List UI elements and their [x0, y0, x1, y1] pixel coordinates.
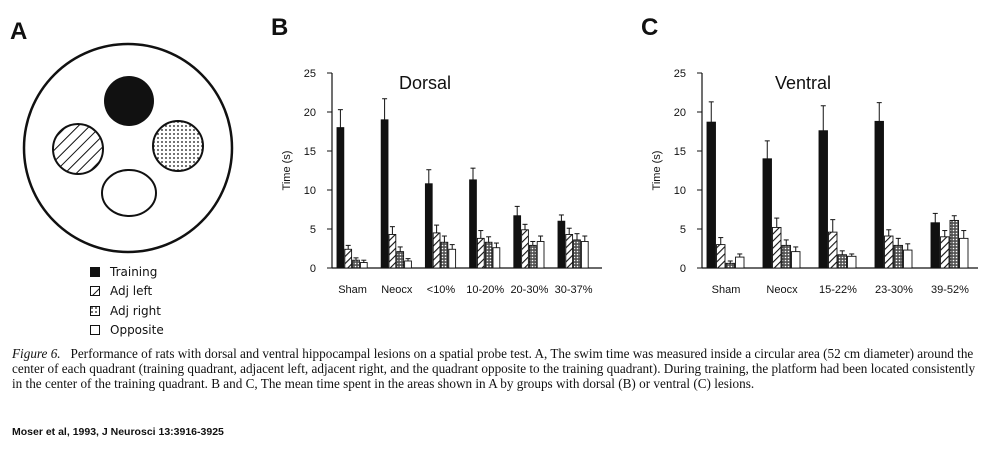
- bar-open: [735, 256, 745, 269]
- y-tick-label: 20: [674, 107, 686, 119]
- x-category-label: 30-37%: [555, 284, 593, 296]
- x-category-label: 23-30%: [875, 284, 913, 296]
- bar-open: [536, 241, 545, 269]
- bar-open: [448, 248, 457, 269]
- y-axis-label: Time (s): [281, 151, 293, 191]
- bar-hatch: [772, 226, 782, 269]
- adj-right-quadrant-zone: [152, 120, 204, 172]
- x-category-label: 15-22%: [819, 284, 857, 296]
- panel-label-a: A: [10, 18, 28, 45]
- bar-dots: [949, 219, 959, 269]
- bar-open: [404, 260, 412, 269]
- bar-hatch: [388, 234, 397, 269]
- bar-open: [791, 251, 801, 269]
- legend-label: Adj right: [110, 303, 161, 318]
- adj-right-swatch: [90, 305, 100, 316]
- legend-item: Training: [90, 262, 164, 282]
- x-category-label: Neocx: [381, 284, 413, 296]
- bar-solid: [930, 222, 940, 269]
- bar-dots: [781, 244, 791, 269]
- bar-hatch: [940, 236, 950, 269]
- pool-outline: [22, 42, 234, 254]
- bar-open: [580, 241, 589, 269]
- bar-hatch: [565, 234, 574, 269]
- bar-open: [492, 247, 501, 269]
- legend-item: Adj right: [90, 301, 164, 321]
- bar-hatch: [344, 248, 353, 269]
- bar-dots: [837, 254, 847, 269]
- bar-solid: [706, 121, 716, 269]
- bar-hatch: [521, 229, 529, 269]
- bar-solid: [874, 120, 884, 269]
- legend-item: Adj left: [90, 282, 164, 302]
- legend-label: Adj left: [110, 284, 153, 299]
- bar-solid: [469, 179, 477, 269]
- y-tick-label: 15: [304, 146, 316, 158]
- legend-label: Opposite: [110, 323, 164, 338]
- legend: Training Adj left Adj right Opposite: [90, 262, 164, 340]
- y-tick-label: 20: [304, 107, 316, 119]
- caption-text: Performance of rats with dorsal and vent…: [12, 346, 976, 391]
- bar-solid: [424, 183, 433, 269]
- bar-dots: [484, 241, 493, 269]
- bar-solid: [513, 215, 522, 269]
- ventral-bar-chart: 0 5 10 15 20 25 Time (s) Ventral Sham Neocx 15-22%…: [651, 68, 978, 296]
- pool-diagram: [22, 42, 234, 254]
- bar-dots: [352, 259, 360, 269]
- bar-hatch: [716, 244, 726, 269]
- bar-dots: [573, 239, 581, 269]
- opposite-quadrant-zone: [101, 169, 157, 217]
- legend-label: Training: [110, 264, 158, 279]
- figure-label: Figure 6.: [12, 346, 61, 361]
- bar-solid: [762, 158, 772, 269]
- y-tick-label: 25: [674, 68, 686, 80]
- bar-hatch: [476, 237, 485, 269]
- adj-left-swatch: [90, 286, 100, 297]
- training-swatch: [90, 266, 100, 277]
- bar-dots: [893, 244, 903, 269]
- bar-solid: [380, 119, 389, 269]
- bar-hatch: [432, 232, 441, 269]
- x-category-label: 39-52%: [931, 284, 969, 296]
- bar-open: [903, 249, 913, 269]
- y-tick-label: 25: [304, 68, 316, 80]
- y-tick-label: 10: [304, 185, 316, 197]
- y-axis-label: Time (s): [651, 151, 663, 191]
- chart-title: Ventral: [775, 73, 831, 93]
- bar-dots: [528, 244, 537, 269]
- bar-solid: [336, 127, 345, 269]
- y-tick-label: 15: [674, 146, 686, 158]
- bar-solid: [557, 220, 566, 269]
- figure-caption: Figure 6. Performance of rats with dorsa…: [12, 346, 984, 391]
- x-category-label: Sham: [712, 284, 741, 296]
- dorsal-bar-chart: 0 5 10 15 20 25 Time (s) Dorsal Sham Neocx <10% 10-…: [281, 68, 602, 296]
- training-quadrant-zone: [104, 76, 154, 126]
- bar-dots: [440, 241, 449, 269]
- x-category-label: <10%: [427, 284, 456, 296]
- y-tick-label: 5: [680, 224, 686, 236]
- bar-hatch: [828, 231, 838, 269]
- bar-open: [959, 237, 969, 269]
- bar-hatch: [884, 235, 894, 269]
- x-category-label: Neocx: [766, 284, 798, 296]
- adj-left-quadrant-zone: [52, 123, 104, 175]
- y-tick-label: 0: [680, 263, 686, 275]
- bar-open: [847, 255, 857, 269]
- bar-solid: [818, 130, 828, 269]
- bar-dots: [396, 251, 405, 269]
- panel-label-b: B: [271, 14, 289, 41]
- citation-credit: Moser et al, 1993, J Neurosci 13:3916-39…: [12, 426, 224, 438]
- chart-title: Dorsal: [399, 73, 451, 93]
- bar-open: [359, 262, 368, 269]
- bar-dots: [725, 262, 735, 269]
- x-category-label: 10-20%: [466, 284, 504, 296]
- opposite-swatch: [90, 325, 100, 336]
- x-category-label: Sham: [338, 284, 367, 296]
- y-tick-label: 0: [310, 263, 316, 275]
- y-tick-label: 10: [674, 185, 686, 197]
- legend-item: Opposite: [90, 321, 164, 341]
- x-category-label: 20-30%: [510, 284, 548, 296]
- panel-label-c: C: [641, 14, 659, 41]
- y-tick-label: 5: [310, 224, 316, 236]
